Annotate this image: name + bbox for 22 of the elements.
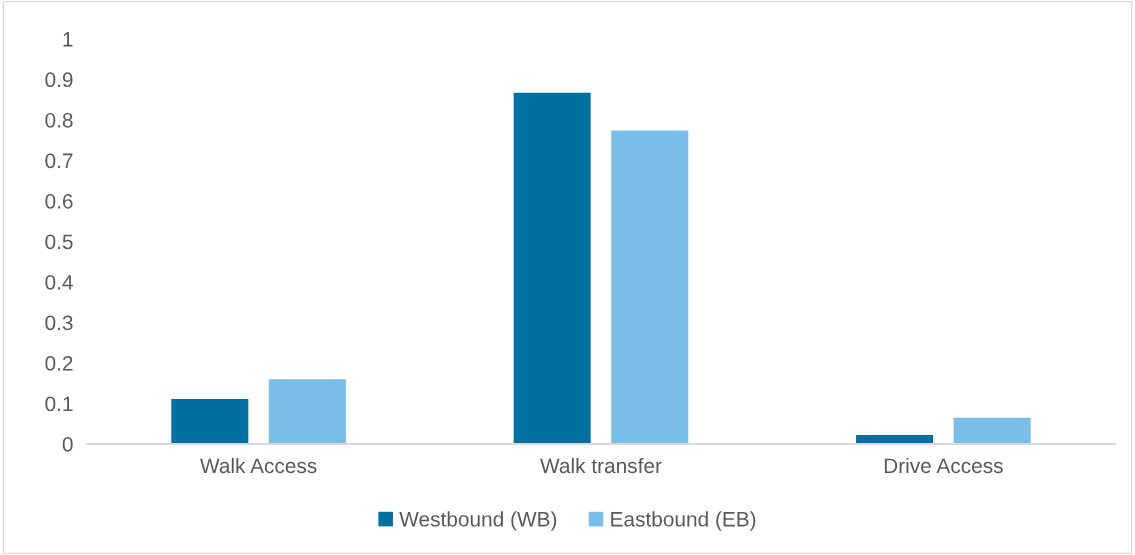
- y-tick-label: 0.3: [45, 315, 73, 331]
- y-tick-label: 0.4: [45, 274, 73, 290]
- legend-label: Westbound (WB): [399, 511, 557, 531]
- y-tick-label: 0.1: [45, 396, 73, 412]
- bar: [856, 435, 934, 444]
- bar: [513, 92, 591, 444]
- y-tick-label: 0: [62, 437, 73, 452]
- bar: [611, 130, 689, 444]
- y-tick-label: 0.9: [45, 72, 73, 88]
- x-tick-label: Walk transfer: [540, 457, 662, 474]
- legend-label: Eastbound (EB): [611, 511, 756, 531]
- y-tick-label: 0.6: [45, 193, 73, 209]
- y-tick-label: 0.8: [45, 112, 73, 128]
- bar: [953, 417, 1031, 444]
- bar: [171, 399, 249, 444]
- y-tick-label: 0.2: [45, 355, 73, 371]
- x-tick-label: Walk Access: [200, 457, 317, 474]
- y-tick-label: 0.5: [45, 234, 73, 250]
- x-tick-label: Drive Access: [884, 457, 1003, 474]
- bar: [268, 379, 346, 444]
- y-tick-label: 1: [63, 32, 73, 47]
- y-tick-label: 0.7: [45, 153, 73, 169]
